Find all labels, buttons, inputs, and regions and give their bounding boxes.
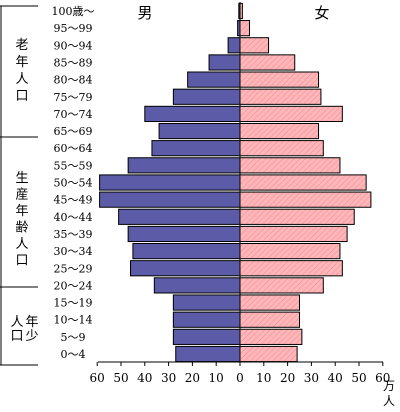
bar-female-11 bbox=[239, 157, 341, 174]
bar-male-15 bbox=[172, 88, 241, 105]
bar-female-1 bbox=[239, 328, 303, 345]
group-label-elderly-char-1: 年 bbox=[15, 55, 28, 70]
x-ticks: 60 50 40 30 20 10 0 10 20 30 40 50 60 bbox=[90, 362, 390, 385]
legend-male-label: 男 bbox=[137, 4, 152, 22]
bar-male-5 bbox=[130, 260, 241, 277]
group-label-working-char-3: 齢 bbox=[15, 221, 28, 236]
group-label-youth-char-3: 口 bbox=[10, 329, 23, 344]
x-tick-label-7: 10 bbox=[256, 371, 271, 385]
bar-male-1 bbox=[172, 328, 241, 345]
bar-female-18 bbox=[239, 37, 270, 54]
age-label-2: 10～14 bbox=[54, 314, 93, 327]
bar-male-9 bbox=[99, 191, 241, 208]
bar-male-14 bbox=[144, 105, 241, 123]
age-label-16: 80～84 bbox=[54, 74, 93, 87]
x-tick-label-11: 50 bbox=[351, 371, 366, 385]
age-label-3: 15～19 bbox=[54, 297, 93, 310]
bar-male-12 bbox=[151, 140, 241, 157]
bar-female-17 bbox=[239, 54, 296, 71]
bar-female-8 bbox=[239, 208, 355, 225]
group-label-elderly-char-3: 口 bbox=[15, 89, 28, 104]
bars bbox=[99, 2, 372, 363]
age-label-10: 50～54 bbox=[54, 177, 93, 190]
age-label-9: 45～49 bbox=[54, 194, 93, 207]
bar-female-7 bbox=[239, 225, 348, 243]
bar-female-2 bbox=[239, 311, 300, 328]
bar-male-13 bbox=[158, 122, 241, 140]
bar-male-10 bbox=[99, 174, 241, 191]
age-label-13: 65～69 bbox=[54, 125, 93, 138]
age-label-17: 85～89 bbox=[54, 56, 93, 69]
bar-female-10 bbox=[239, 174, 367, 191]
bar-male-0 bbox=[175, 345, 241, 363]
bar-male-7 bbox=[127, 225, 241, 243]
x-tick-label-2: 40 bbox=[137, 371, 152, 385]
age-label-0: 0～4 bbox=[61, 348, 86, 361]
group-label-working-char-2: 年 bbox=[15, 204, 28, 219]
x-tick-label-5: 10 bbox=[209, 371, 224, 385]
bar-male-8 bbox=[118, 208, 241, 225]
x-tick-label-4: 20 bbox=[185, 371, 200, 385]
group-label-youth-char-0: 年 bbox=[25, 315, 38, 330]
bar-male-11 bbox=[127, 157, 241, 174]
age-label-7: 35～39 bbox=[54, 228, 93, 241]
bar-male-18 bbox=[227, 37, 241, 54]
bar-female-12 bbox=[239, 140, 324, 157]
group-label-youth-char-2: 人 bbox=[10, 315, 23, 330]
unit-label-2: 人 bbox=[383, 394, 395, 408]
age-label-1: 5～9 bbox=[61, 331, 86, 344]
bar-female-13 bbox=[239, 122, 320, 140]
x-tick-label-12: 60 bbox=[375, 371, 390, 385]
bar-female-4 bbox=[239, 277, 324, 294]
age-label-5: 25～29 bbox=[54, 262, 93, 275]
group-label-working-char-1: 産 bbox=[15, 187, 28, 203]
age-labels: 0～4 5～9 10～14 15～19 20～24 25～29 30～34 35～39 40～4… bbox=[52, 5, 95, 361]
group-label-youth-char-1: 少 bbox=[25, 329, 38, 344]
group-label-working-char-0: 生 bbox=[15, 171, 28, 186]
bar-male-4 bbox=[153, 277, 241, 294]
age-label-4: 20～24 bbox=[54, 279, 93, 292]
x-tick-label-6: 0 bbox=[236, 371, 244, 385]
x-tick-label-10: 40 bbox=[328, 371, 343, 385]
bar-female-19 bbox=[239, 20, 251, 37]
age-label-11: 55～59 bbox=[54, 159, 93, 172]
bar-male-6 bbox=[132, 243, 241, 260]
bar-female-14 bbox=[239, 105, 343, 123]
bar-female-6 bbox=[239, 243, 341, 260]
bar-female-9 bbox=[239, 191, 372, 208]
bar-female-5 bbox=[239, 260, 343, 277]
group-label-elderly-char-2: 人 bbox=[15, 72, 28, 87]
legend-female-label: 女 bbox=[314, 4, 329, 22]
bar-female-16 bbox=[239, 71, 320, 88]
age-label-14: 70～74 bbox=[54, 108, 93, 121]
x-tick-label-9: 30 bbox=[304, 371, 319, 385]
group-label-elderly-char-0: 老 bbox=[15, 38, 28, 53]
age-label-15: 75～79 bbox=[54, 91, 93, 104]
x-tick-label-3: 30 bbox=[161, 371, 176, 385]
bar-female-0 bbox=[239, 345, 298, 363]
unit-label-1: 万 bbox=[383, 379, 395, 393]
bar-female-3 bbox=[239, 294, 300, 311]
group-label-working-char-5: 口 bbox=[15, 254, 28, 269]
age-label-20: 100歳～ bbox=[52, 5, 95, 18]
age-label-6: 30～34 bbox=[54, 245, 93, 258]
bar-female-15 bbox=[239, 88, 322, 105]
group-label-working-char-4: 人 bbox=[15, 237, 28, 252]
age-label-19: 95～99 bbox=[54, 22, 93, 35]
x-tick-label-0: 60 bbox=[90, 371, 105, 385]
bar-male-16 bbox=[187, 71, 241, 88]
age-label-18: 90～94 bbox=[54, 39, 93, 52]
bar-male-2 bbox=[172, 311, 241, 328]
age-label-8: 40～44 bbox=[54, 211, 93, 224]
x-tick-label-8: 20 bbox=[280, 371, 295, 385]
bar-male-17 bbox=[208, 54, 241, 71]
x-tick-label-1: 50 bbox=[113, 371, 128, 385]
bar-male-3 bbox=[172, 294, 241, 311]
age-label-12: 60～64 bbox=[54, 142, 93, 155]
group-brackets bbox=[0, 5, 38, 366]
